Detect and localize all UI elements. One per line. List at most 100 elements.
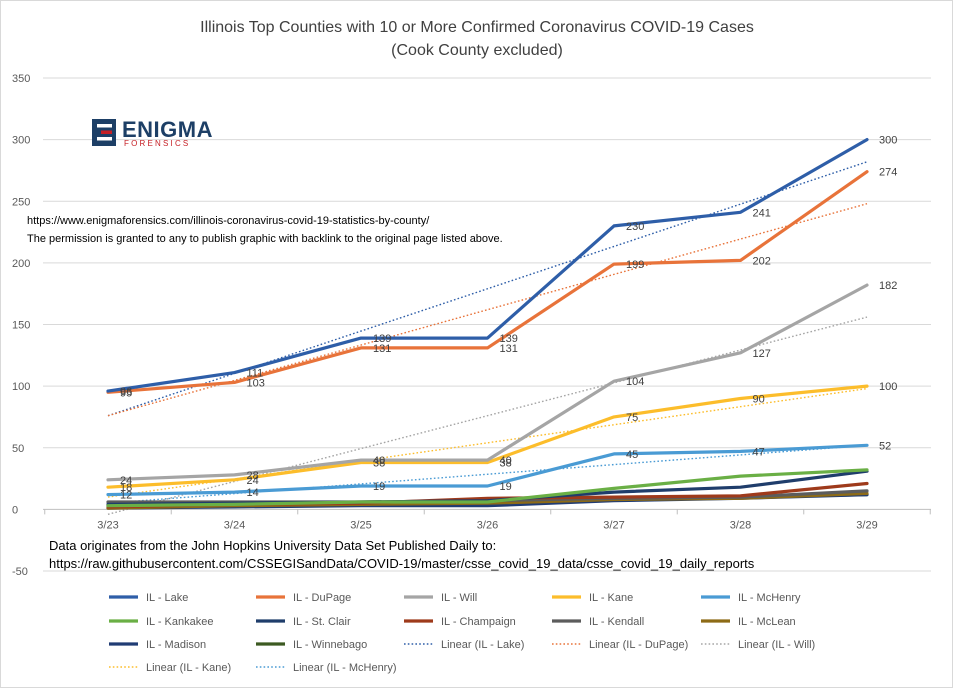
legend-item-il-madison: IL - Madison	[109, 639, 206, 651]
data-label-il-mchenry: 19	[373, 481, 385, 493]
data-label-il-mchenry: 12	[120, 490, 132, 502]
chart-subtitle: (Cook County excluded)	[391, 42, 563, 59]
data-label-il-will: 182	[879, 280, 897, 292]
x-tick-label: 3/28	[730, 519, 751, 531]
data-label-il-lake: 139	[500, 333, 518, 345]
data-label-il-kane: 24	[247, 475, 259, 487]
data-label-il-will: 104	[626, 376, 644, 388]
data-label-il-dupage: 131	[373, 343, 391, 355]
legend-item-il-champaign: IL - Champaign	[404, 616, 516, 628]
y-tick-label: 50	[12, 443, 24, 455]
y-axis: -50 0 50 100 150 200 250 300 350	[12, 73, 30, 578]
data-label-il-lake: 139	[373, 333, 391, 345]
data-label-il-mchenry: 19	[500, 481, 512, 493]
data-label-il-kane: 38	[500, 458, 512, 470]
enigma-forensics-logo: ENIGMA FORENSICS	[92, 117, 213, 148]
series-line-il-will	[106, 283, 869, 482]
legend-item-linear-il-kane: Linear (IL - Kane)	[109, 662, 231, 674]
legend-item-il-kane: IL - Kane	[552, 592, 633, 604]
permission-annotation: The permission is granted to any to publ…	[27, 233, 503, 245]
source-url-annotation: https://www.enigmaforensics.com/illinois…	[27, 215, 430, 227]
data-label-il-kane: 18	[120, 482, 132, 494]
legend-label: IL - Champaign	[441, 616, 516, 628]
y-tick-label: 0	[12, 504, 18, 516]
legend-label: Linear (IL - Lake)	[441, 639, 524, 651]
trendline-linear-il-lake	[107, 161, 868, 417]
data-labels: 96 111 139 139 230 241 300 95 103 131 131 199 202 274…	[120, 135, 897, 502]
series-line-il-kankakee	[106, 468, 869, 508]
series-line-il-mchenry	[106, 443, 869, 497]
legend-item-linear-il-will: Linear (IL - Will)	[701, 639, 815, 651]
data-label-il-dupage: 274	[879, 167, 897, 179]
legend-label: IL - Kendall	[589, 616, 644, 628]
data-label-il-mchenry: 14	[247, 487, 259, 499]
data-label-il-dupage: 103	[247, 377, 265, 389]
x-tick-label: 3/23	[97, 519, 118, 531]
data-label-il-will: 40	[500, 455, 512, 467]
legend-label: IL - McHenry	[738, 592, 801, 604]
data-label-il-dupage: 95	[120, 387, 132, 399]
legend-item-linear-il-mchenry: Linear (IL - McHenry)	[256, 662, 397, 674]
data-label-il-lake: 230	[626, 221, 644, 233]
logo-mark-bar-mid	[101, 130, 112, 134]
y-tick-label: 100	[12, 381, 30, 393]
legend-item-linear-il-dupage: Linear (IL - DuPage)	[552, 639, 688, 651]
legend-item-il-mchenry: IL - McHenry	[701, 592, 801, 604]
series-lines	[106, 138, 869, 510]
legend-label: IL - Kankakee	[146, 616, 213, 628]
legend-item-il-lake: IL - Lake	[109, 592, 188, 604]
y-tick-label: 150	[12, 320, 30, 332]
y-tick-label: 350	[12, 73, 30, 85]
legend-item-il-mclean: IL - McLean	[701, 616, 796, 628]
y-tick-label: -50	[12, 566, 28, 578]
x-axis: 3/23 3/24 3/25 3/26 3/27 3/28 3/29	[44, 509, 931, 531]
legend-label: Linear (IL - Will)	[738, 639, 815, 651]
data-label-il-kane: 75	[626, 412, 638, 424]
legend-item-il-kankakee: IL - Kankakee	[109, 616, 213, 628]
x-tick-label: 3/24	[224, 519, 245, 531]
legend-label: IL - McLean	[738, 616, 796, 628]
x-tick-label: 3/26	[477, 519, 498, 531]
y-tick-label: 300	[12, 135, 30, 147]
legend-label: IL - Madison	[146, 639, 206, 651]
y-tick-label: 250	[12, 196, 30, 208]
data-label-il-dupage: 131	[500, 343, 518, 355]
series-line-il-dupage	[106, 170, 869, 394]
legend-label: IL - Will	[441, 592, 477, 604]
logo-mark-bar-bot	[97, 137, 112, 141]
data-label-il-will: 40	[373, 455, 385, 467]
data-label-il-mchenry: 47	[753, 446, 765, 458]
logo-mark-bar-top	[97, 124, 112, 128]
legend-label: IL - DuPage	[293, 592, 351, 604]
trendline-linear-il-kane	[107, 387, 868, 498]
data-label-il-mchenry: 52	[879, 440, 891, 452]
data-label-il-kane: 90	[753, 393, 765, 405]
legend-item-il-kendall: IL - Kendall	[552, 616, 644, 628]
legend-label: IL - St. Clair	[293, 616, 351, 628]
legend-item-il-winnebago: IL - Winnebago	[256, 639, 367, 651]
logo-wordmark: ENIGMA	[122, 117, 213, 142]
data-source-line-2: https://raw.githubusercontent.com/CSSEGI…	[49, 556, 755, 571]
data-label-il-lake: 111	[247, 368, 264, 380]
logo-subtext: FORENSICS	[124, 139, 190, 148]
chart-title: Illinois Top Counties with 10 or More Co…	[200, 19, 754, 36]
legend-item-il-will: IL - Will	[404, 592, 477, 604]
trendline-linear-il-will	[107, 316, 868, 515]
data-label-il-dupage: 199	[626, 259, 644, 271]
data-label-il-mchenry: 45	[626, 449, 638, 461]
data-label-il-will: 127	[753, 348, 771, 360]
data-source-line-1: Data originates from the John Hopkins Un…	[49, 538, 496, 553]
legend-label: Linear (IL - Kane)	[146, 662, 231, 674]
data-label-il-lake: 96	[120, 386, 132, 398]
legend-label: IL - Lake	[146, 592, 188, 604]
data-label-il-kane: 100	[879, 381, 897, 393]
legend-label: Linear (IL - DuPage)	[589, 639, 688, 651]
data-label-il-lake: 241	[753, 207, 771, 219]
x-tick-label: 3/27	[603, 519, 624, 531]
data-label-il-will: 24	[120, 475, 132, 487]
legend-label: IL - Winnebago	[293, 639, 367, 651]
x-tick-label: 3/25	[350, 519, 371, 531]
x-tick-label: 3/29	[856, 519, 877, 531]
series-line-il-kane	[106, 384, 869, 489]
